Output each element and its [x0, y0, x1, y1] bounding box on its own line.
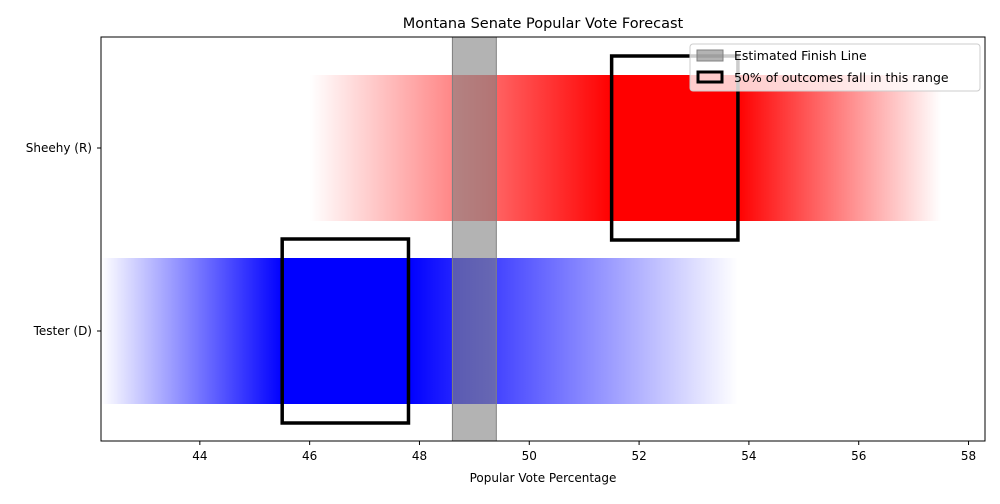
x-tick-label: 44 — [192, 449, 207, 463]
x-tick-label: 58 — [961, 449, 976, 463]
plot-frame — [100, 36, 986, 442]
y-tick-label: Sheehy (R) — [26, 141, 92, 155]
chart-title: Montana Senate Popular Vote Forecast — [403, 16, 684, 32]
x-axis: 44 46 48 50 52 54 56 58 — [192, 441, 976, 463]
iqr-box-sheehy-r — [609, 54, 740, 242]
x-tick-label: 56 — [851, 449, 866, 463]
legend: Estimated Finish Line 50% of outcomes fa… — [689, 43, 981, 92]
distribution-band-sheehy-r — [309, 75, 942, 221]
x-tick-label: 48 — [412, 449, 427, 463]
x-axis-label: Popular Vote Percentage — [470, 471, 617, 485]
legend-swatch-finish-line — [696, 49, 724, 62]
plot-area — [101, 36, 942, 442]
legend-label-finish-line: Estimated Finish Line — [734, 48, 867, 63]
x-tick-label: 46 — [302, 449, 317, 463]
legend-frame — [689, 43, 981, 92]
x-tick-label: 54 — [741, 449, 756, 463]
iqr-box-tester-d — [280, 237, 411, 425]
legend-label-iqr: 50% of outcomes fall in this range — [734, 70, 949, 85]
y-tick-label: Tester (D) — [33, 324, 92, 338]
y-axis: Sheehy (R) Tester (D) — [26, 141, 101, 338]
finish-line-band — [451, 36, 497, 442]
distribution-band-tester-d — [101, 258, 738, 404]
legend-swatch-iqr — [696, 70, 724, 84]
x-tick-label: 50 — [522, 449, 537, 463]
x-tick-label: 52 — [631, 449, 646, 463]
